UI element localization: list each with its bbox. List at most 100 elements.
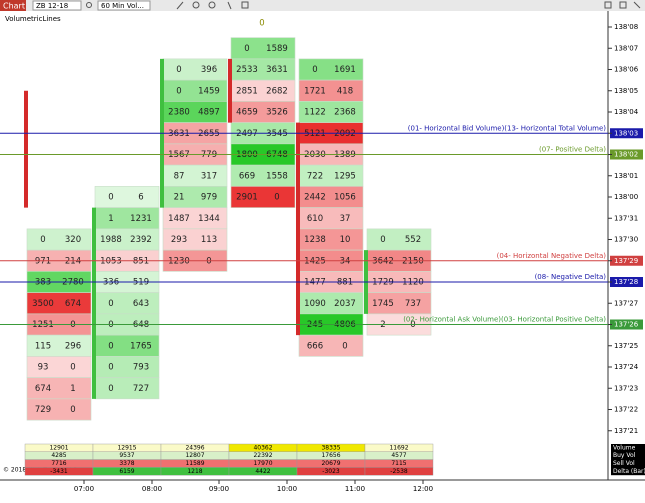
instrument-select[interactable] (32, 0, 82, 11)
price-label: 137'26 (614, 321, 639, 329)
toolbar (0, 0, 645, 11)
stats-label: Volume (613, 444, 636, 451)
bid-volume: 1238 (304, 235, 326, 245)
footprint-cell (94, 186, 160, 208)
volumetric-line-label: (08- Negative Delta) (535, 273, 607, 281)
ask-volume: 643 (133, 299, 149, 309)
bid-volume: 87 (174, 171, 185, 181)
stats-value: 1218 (187, 468, 202, 475)
volumetric-line-label: (04- Horizontal Negative Delta) (497, 252, 607, 260)
top-marker: 0 (259, 19, 264, 29)
price-highlight (610, 277, 643, 287)
maximize-icon[interactable] (619, 1, 627, 9)
bid-volume: 93 (38, 363, 49, 373)
stats-value: 20679 (321, 460, 340, 467)
ask-volume: 1691 (334, 65, 356, 75)
stats-value: -3023 (322, 468, 340, 475)
ask-volume: 10 (340, 235, 351, 245)
search-icon[interactable] (86, 2, 92, 8)
period-select[interactable] (97, 0, 151, 11)
stats-value: 7115 (391, 460, 406, 467)
price-label: 137'23 (614, 384, 638, 392)
ask-volume: 317 (201, 171, 217, 181)
stats-value: 9537 (119, 452, 134, 459)
stats-label: Sell Vol (613, 460, 635, 467)
bar-range (24, 90, 28, 208)
stats-value: 38335 (321, 444, 340, 451)
stats-value: -2538 (390, 468, 408, 475)
properties-icon[interactable] (241, 1, 249, 9)
bid-volume: 666 (307, 341, 323, 351)
draw-icon[interactable] (176, 1, 184, 10)
bid-volume: 0 (108, 384, 113, 394)
bid-volume: 729 (35, 405, 51, 415)
time-label: 07:00 (74, 485, 94, 493)
ask-volume: 793 (133, 363, 149, 373)
price-label: 137'31 (614, 214, 638, 222)
footprint-cell (94, 292, 160, 315)
bid-volume: 610 (307, 214, 323, 224)
ask-volume: 37 (340, 214, 351, 224)
volumetric-line-label: (01- Horizontal Bid Volume)(13- Horizont… (408, 124, 607, 132)
bid-volume: 1745 (372, 299, 394, 309)
time-label: 09:00 (209, 485, 229, 493)
bid-volume: 1487 (168, 214, 190, 224)
price-label: 137'21 (614, 427, 638, 435)
bid-volume: 0 (108, 341, 113, 351)
time-label: 10:00 (277, 485, 297, 493)
footprint-cell (26, 228, 92, 251)
price-label: 138'08 (614, 23, 638, 31)
price-label: 138'00 (614, 193, 638, 201)
price-label: 137'24 (614, 363, 639, 371)
bid-volume: 293 (171, 235, 187, 245)
stats-value: 40362 (253, 444, 272, 451)
price-label: 138'06 (614, 66, 639, 74)
close-icon[interactable] (633, 1, 641, 9)
stats-cell (364, 467, 434, 476)
ask-volume: 2392 (130, 235, 152, 245)
stats-value: -3431 (50, 468, 68, 475)
ask-volume: 4897 (198, 108, 220, 118)
footprint-bar: 05523642215017291120174573720 (364, 228, 432, 336)
bid-volume: 1721 (304, 86, 326, 96)
ask-volume: 2682 (266, 86, 288, 96)
stats-value: 12901 (49, 444, 68, 451)
chart-tab[interactable] (0, 0, 26, 11)
pointer-icon[interactable] (227, 1, 232, 10)
footprint-cell (298, 334, 364, 357)
ask-volume: 674 (65, 299, 81, 309)
price-label: 138'02 (614, 151, 638, 159)
ask-volume: 3526 (266, 108, 288, 118)
stats-value: 22392 (253, 452, 272, 459)
ask-volume: 1589 (266, 44, 288, 54)
bid-volume: 0 (108, 299, 113, 309)
period-label: 60 Min Vol... (101, 2, 144, 10)
bid-volume: 2901 (236, 193, 258, 203)
bar-range (92, 207, 96, 399)
ask-volume: 1459 (198, 86, 220, 96)
minimize-icon[interactable] (604, 1, 612, 9)
zoom-out-icon[interactable] (208, 1, 216, 9)
footprint-cell (94, 377, 160, 400)
stats-value: 6159 (119, 468, 134, 475)
stats-value: 7716 (51, 460, 66, 467)
time-label: 11:00 (345, 485, 365, 493)
time-label: 12:00 (413, 485, 433, 493)
bar-range (228, 58, 232, 123)
zoom-in-icon[interactable] (192, 1, 200, 9)
bid-volume: 0 (108, 193, 113, 203)
ask-volume: 320 (65, 235, 81, 245)
bid-volume: 21 (174, 193, 185, 203)
bid-volume: 0 (312, 65, 317, 75)
stats-value: 3378 (119, 460, 134, 467)
bid-volume: 0 (108, 363, 113, 373)
ask-volume: 1558 (266, 171, 288, 181)
stats-value: 4285 (51, 452, 66, 459)
instrument-label: ZB 12-18 (36, 2, 68, 10)
ask-volume: 0 (70, 405, 75, 415)
ask-volume: 1056 (334, 193, 356, 203)
price-label: 138'07 (614, 44, 638, 52)
stats-header (611, 444, 645, 476)
